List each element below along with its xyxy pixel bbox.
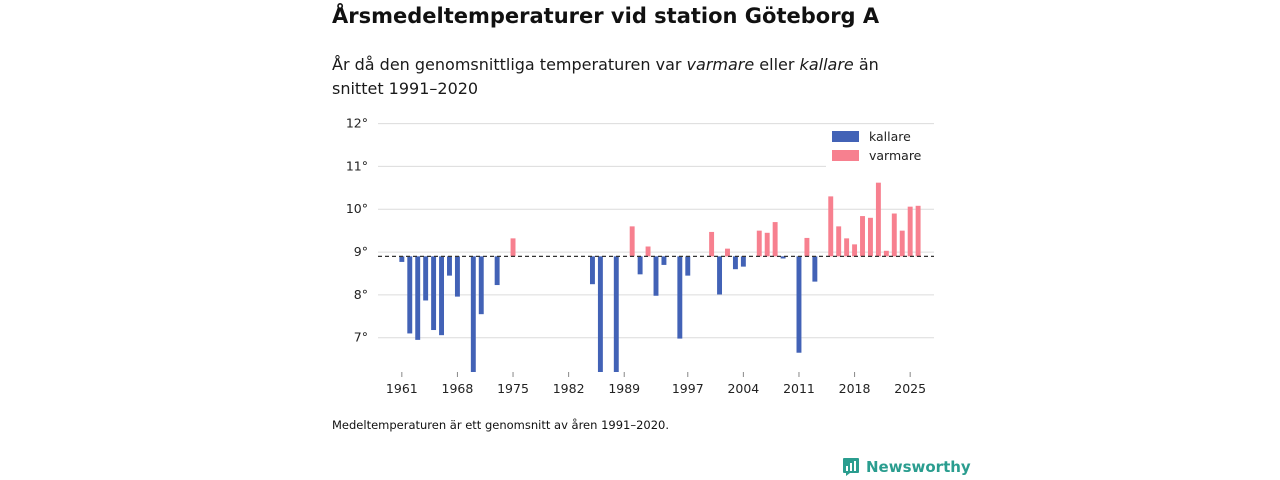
newsworthy-logo[interactable]: Newsworthy bbox=[842, 457, 971, 477]
x-tick-label: 2025 bbox=[894, 381, 926, 396]
bar-1992 bbox=[645, 246, 651, 257]
newsworthy-logo-text: Newsworthy bbox=[866, 458, 971, 476]
legend-label-varmare: varmare bbox=[869, 148, 922, 163]
bar-1970 bbox=[470, 256, 476, 372]
x-tick-label: 1961 bbox=[386, 381, 418, 396]
bar-2017 bbox=[844, 238, 850, 257]
x-axis: 1961 1968 1975 1982 1989 1997 2004 2011 2018 2025 bbox=[386, 372, 926, 396]
x-tick-label: 1975 bbox=[497, 381, 529, 396]
bar-2013 bbox=[812, 256, 818, 282]
y-tick-label: 8° bbox=[354, 287, 368, 302]
x-tick-label: 1968 bbox=[442, 381, 474, 396]
subtitle-text-1: År då den genomsnittliga temperaturen va… bbox=[332, 55, 687, 74]
y-tick-label: 10° bbox=[346, 201, 368, 216]
x-tick-label: 2018 bbox=[839, 381, 871, 396]
bar-1975 bbox=[510, 238, 516, 257]
bar-1971 bbox=[478, 256, 484, 315]
bar-2021 bbox=[875, 182, 881, 257]
bar-1961 bbox=[399, 256, 405, 262]
bar-2003 bbox=[732, 256, 738, 270]
bar-1993 bbox=[653, 256, 659, 296]
bar-1985 bbox=[589, 256, 595, 285]
bar-1990 bbox=[629, 226, 635, 257]
bar-1964 bbox=[423, 256, 429, 301]
subtitle-text-2: eller bbox=[754, 55, 800, 74]
bar-1968 bbox=[454, 256, 460, 297]
x-tick-label: 1997 bbox=[672, 381, 704, 396]
bar-1991 bbox=[637, 256, 643, 275]
x-tick-label: 1989 bbox=[608, 381, 640, 396]
bar-2004 bbox=[740, 256, 746, 267]
bar-1988 bbox=[613, 256, 619, 372]
bar-2016 bbox=[836, 226, 842, 257]
bar-2009 bbox=[780, 256, 786, 259]
bar-1973 bbox=[494, 256, 500, 286]
bar-1965 bbox=[431, 256, 437, 331]
bar-2024 bbox=[899, 230, 905, 257]
bar-2026 bbox=[915, 205, 921, 257]
y-axis: 7° 8° 9° 10° 11° 12° bbox=[346, 116, 368, 345]
bar-2022 bbox=[883, 250, 889, 257]
bar-2011 bbox=[796, 256, 802, 353]
y-tick-label: 9° bbox=[354, 244, 368, 259]
bar-2008 bbox=[772, 222, 778, 257]
footnote: Medeltemperaturen är ett genomsnitt av å… bbox=[332, 418, 670, 432]
x-tick-label: 2011 bbox=[783, 381, 815, 396]
chart-subtitle: År då den genomsnittliga temperaturen va… bbox=[332, 53, 932, 101]
bar-2019 bbox=[860, 216, 865, 257]
legend: kallare varmare bbox=[826, 126, 934, 170]
y-tick-label: 12° bbox=[346, 116, 368, 131]
bar-1986 bbox=[597, 256, 603, 372]
bar-1966 bbox=[439, 256, 445, 336]
bar-2007 bbox=[764, 232, 770, 257]
subtitle-warm-word: varmare bbox=[686, 55, 755, 74]
bar-1962 bbox=[407, 256, 413, 334]
newsworthy-logo-icon bbox=[843, 458, 859, 476]
bar-2001 bbox=[717, 256, 723, 295]
bar-1994 bbox=[661, 256, 667, 265]
y-tick-label: 11° bbox=[346, 158, 368, 173]
subtitle-cold-word: kallare bbox=[799, 55, 854, 74]
x-tick-label: 2004 bbox=[727, 381, 759, 396]
bar-2000 bbox=[709, 231, 715, 257]
subtitle-text-3: än snittet 1991–2020 bbox=[332, 55, 879, 98]
x-tick-label: 1982 bbox=[553, 381, 585, 396]
bar-2023 bbox=[891, 213, 897, 257]
bars bbox=[399, 182, 921, 372]
y-tick-label: 7° bbox=[354, 330, 368, 345]
bar-1967 bbox=[447, 256, 452, 276]
bar-1997 bbox=[685, 256, 691, 276]
chart-title: Årsmedeltemperaturer vid station Götebor… bbox=[332, 4, 880, 28]
bar-2020 bbox=[867, 217, 873, 257]
bar-2018 bbox=[852, 244, 858, 257]
bar-2025 bbox=[907, 206, 913, 257]
bar-2015 bbox=[828, 196, 834, 257]
gridlines bbox=[378, 123, 934, 339]
legend-swatch-kallare bbox=[832, 131, 859, 142]
legend-swatch-varmare bbox=[832, 150, 859, 161]
bar-2012 bbox=[804, 237, 810, 257]
bar-2006 bbox=[756, 230, 762, 257]
bar-2002 bbox=[725, 248, 730, 257]
legend-label-kallare: kallare bbox=[869, 129, 911, 144]
bar-1963 bbox=[415, 256, 421, 340]
bar-1996 bbox=[677, 256, 683, 339]
